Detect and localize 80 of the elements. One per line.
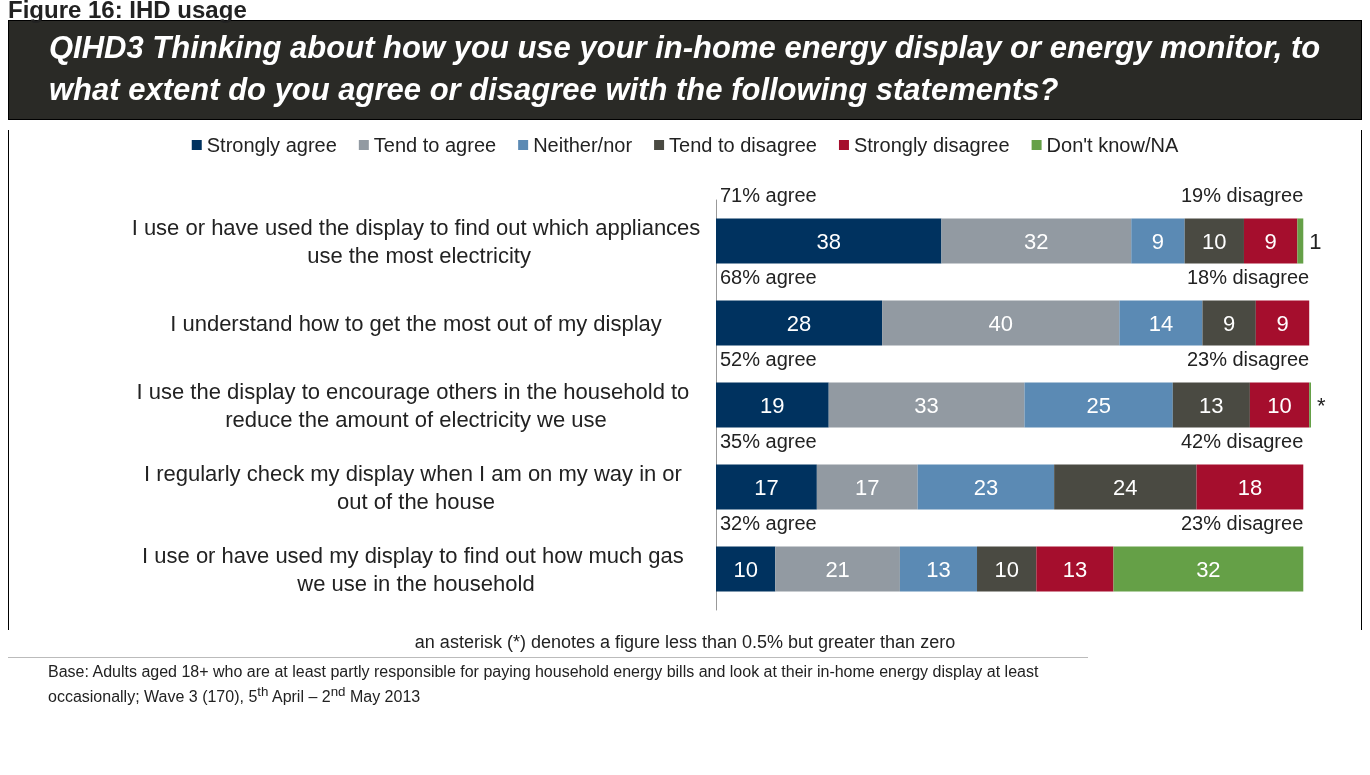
bar bbox=[882, 300, 1120, 346]
bar bbox=[1184, 218, 1244, 264]
data-label: 1 bbox=[1309, 228, 1322, 254]
data-label: 32 bbox=[1196, 556, 1221, 582]
data-label: 13 bbox=[1199, 392, 1224, 418]
bar bbox=[1249, 382, 1310, 428]
bar bbox=[716, 218, 942, 264]
legend-label: Don't know/NA bbox=[1046, 134, 1179, 156]
legend-label: Tend to agree bbox=[373, 134, 497, 156]
data-label: * bbox=[1317, 392, 1326, 418]
y-tick-label: I understand how to get the most out of my display bbox=[170, 310, 662, 336]
data-label: 10 bbox=[733, 556, 758, 582]
annotation: 23% disagree bbox=[1186, 348, 1310, 370]
bar bbox=[1036, 546, 1114, 592]
bar bbox=[716, 546, 776, 592]
bar bbox=[775, 546, 900, 592]
y-tick-label: I use the display to encourage others in the household to reduce the amount of electricity we use bbox=[136, 378, 696, 432]
data-label: 17 bbox=[855, 474, 880, 500]
bar bbox=[941, 218, 1132, 264]
bar bbox=[1024, 382, 1173, 428]
data-label: 9 bbox=[1264, 228, 1277, 254]
chart-subtitle: QIHD3 Thinking about how you use your in-home energy display or energy monitor, to what extent do you agree or disagree with the following statements? bbox=[49, 30, 1321, 107]
bar bbox=[816, 464, 918, 510]
bar bbox=[828, 382, 1025, 428]
bar bbox=[716, 300, 883, 346]
data-label: 10 bbox=[1202, 228, 1227, 254]
bar bbox=[716, 464, 817, 510]
legend-label: Strongly disagree bbox=[853, 134, 1010, 156]
data-label: 24 bbox=[1113, 474, 1138, 500]
annotation: 19% disagree bbox=[1180, 184, 1304, 206]
data-label: 10 bbox=[994, 556, 1019, 582]
annotation: 71% agree bbox=[720, 184, 817, 206]
bar bbox=[1297, 218, 1304, 264]
data-label: 13 bbox=[1062, 556, 1088, 582]
bar bbox=[977, 546, 1037, 592]
data-label: 9 bbox=[1276, 310, 1289, 336]
annotation: 35% agree bbox=[720, 430, 817, 452]
bar bbox=[1119, 300, 1203, 346]
data-label: 32 bbox=[1024, 228, 1049, 254]
annotation: 42% disagree bbox=[1180, 430, 1304, 452]
bar bbox=[1131, 218, 1185, 264]
data-label: 18 bbox=[1237, 474, 1263, 500]
data-label: 17 bbox=[754, 474, 779, 500]
legend-label: Neither/nor bbox=[533, 134, 633, 156]
bar bbox=[1243, 218, 1298, 264]
annotation: 68% agree bbox=[720, 266, 817, 288]
text: Base: Adults aged 18+ who are at least partly responsible for paying household energy bills and look at their in-home energy display at least occasionally; Wave 3 (170), 5$^{th}$ April – 2$^{nd}$ May 2013 bbox=[8, 657, 1088, 712]
data-label: 23 bbox=[973, 474, 999, 500]
y-tick-label: I use or have used my display to find out how much gas we use in the household bbox=[142, 542, 690, 596]
data-label: 28 bbox=[786, 310, 812, 336]
annotation: 52% agree bbox=[720, 348, 817, 370]
bar bbox=[1255, 300, 1310, 346]
data-label: 13 bbox=[926, 556, 951, 582]
y-tick-label: I use or have used the display to find out which appliances use the most electricity bbox=[131, 214, 701, 268]
legend-label: Tend to disagree bbox=[669, 134, 817, 156]
annotation: 32% agree bbox=[720, 512, 817, 534]
data-label: 21 bbox=[825, 556, 850, 582]
bar bbox=[1054, 464, 1197, 510]
y-tick-label: I regularly check my display when I am on my way in or out of the house bbox=[143, 460, 689, 514]
bar bbox=[1196, 464, 1304, 510]
bar bbox=[1202, 300, 1256, 346]
data-label: 9 bbox=[1223, 310, 1236, 336]
annotation: 23% disagree bbox=[1180, 512, 1304, 534]
bar bbox=[1113, 546, 1304, 592]
text: an asterisk (*) denotes a figure less than 0.5% but greater than zero bbox=[413, 632, 957, 653]
data-label: 19 bbox=[760, 392, 785, 418]
bar bbox=[716, 382, 829, 428]
data-label: 14 bbox=[1148, 310, 1174, 336]
data-label: 38 bbox=[816, 228, 841, 254]
bar bbox=[917, 464, 1055, 510]
data-label: 9 bbox=[1151, 228, 1165, 254]
data-label: 40 bbox=[988, 310, 1013, 336]
annotation: 18% disagree bbox=[1186, 266, 1310, 288]
bar bbox=[899, 546, 978, 592]
bar bbox=[1172, 382, 1250, 428]
text: Figure 16: IHD usage bbox=[8, 0, 248, 23]
data-label: 25 bbox=[1086, 392, 1111, 418]
data-label: 10 bbox=[1267, 392, 1292, 418]
legend-label: Strongly agree bbox=[206, 134, 337, 156]
data-label: 33 bbox=[914, 392, 939, 418]
